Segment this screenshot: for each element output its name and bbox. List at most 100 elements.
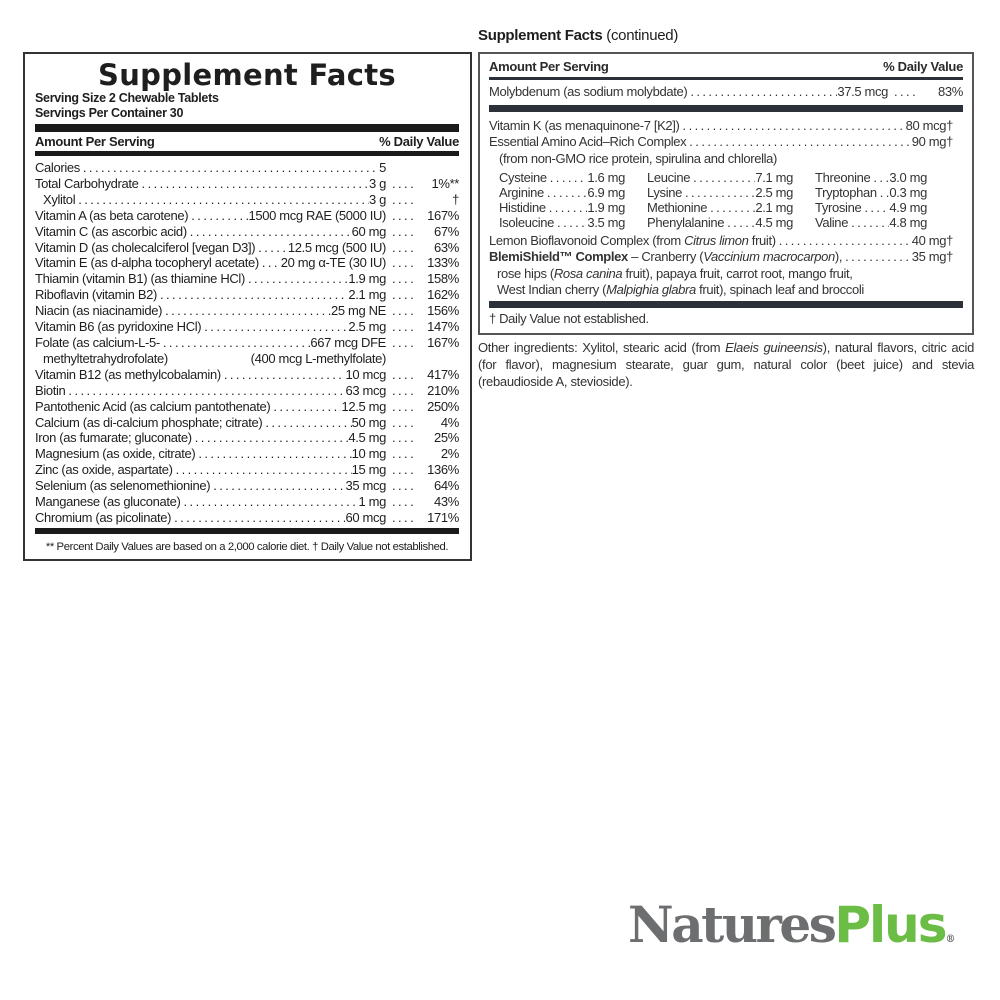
amino-acid-item: Valine 4.8 mg [815,215,965,230]
nutrient-label: Lemon Bioflavonoid Complex (from Citrus … [489,232,776,248]
footnote: ** Percent Daily Values are based on a 2… [45,540,449,553]
dot-leader [386,430,420,446]
dot-leader [386,494,420,510]
nutrient-label: methyltetrahydrofolate) [43,350,168,366]
dot-leader [386,399,420,415]
nutrient-dv: 136% [427,462,459,478]
nutrient-label: Vitamin B12 (as methylcobalamin) [35,366,221,382]
dot-leader [682,185,755,200]
nutrient-dv: 25% [434,430,459,446]
nutrient-row: Vitamin E (as d-alpha tocopheryl acetate… [35,255,459,271]
nutrient-row: Calories 5 [35,160,459,176]
amino-acid-item: Lysine 2.5 mg [647,185,815,200]
nutrient-dv: 250% [427,398,459,414]
dot-leader [386,462,420,478]
nutrient-row: Calcium (as di-calcium phosphate; citrat… [35,415,459,431]
nutrient-label: Xylitol [43,191,76,207]
nutrient-row-blemishield: BlemiShield™ Complex – Cranberry (Vaccin… [489,249,963,266]
nutrient-dv: † [452,191,459,207]
amino-acid-item: Leucine 7.1 mg [647,170,815,185]
amino-acid-amount: 1.9 mg [587,199,625,215]
dot-leader [160,335,310,351]
nutrient-dv: 64% [434,478,459,494]
amino-acid-amount: 6.9 mg [587,184,625,200]
amino-acid-item: Isoleucine 3.5 mg [499,215,647,230]
nutrient-row: Vitamin A (as beta carotene) 1500 mcg RAE… [35,208,459,224]
amino-acid-name: Tyrosine [815,199,862,215]
nutrient-label: Thiamin (vitamin B1) (as thiamine HCl) [35,271,245,287]
nutrient-amount: 20 mg α-TE (30 IU) [280,255,387,271]
nutrient-dv: 167% [427,334,459,350]
nutrient-amount: 60 mg [351,223,387,239]
nutrient-amount: 12.5 mg [341,398,386,414]
dot-leader [386,478,420,494]
dot-leader [386,240,420,256]
continued-title-suffix: (continued) [606,27,679,44]
nutrient-dv: 162% [427,287,459,303]
nutrient-label: Vitamin A (as beta carotene) [35,207,189,223]
nutrient-amount: 12.5 mcg (500 IU) [287,239,386,255]
dot-leader [386,367,420,383]
nutrient-dv: 133% [427,255,459,271]
nutrient-row: Magnesium (as oxide, citrate) 10 mg 2% [35,446,459,462]
dot-leader [386,255,420,271]
dot-leader [546,200,588,215]
nutrient-dv: 67% [434,223,459,239]
nutrient-label: Vitamin K (as menaquinone-7 [K2]) [489,117,680,133]
dot-leader [386,192,420,208]
amino-acid-name: Histidine [499,199,546,215]
dot-leader [386,208,420,224]
nutrient-amount: 2.1 mg [348,287,386,303]
divider [489,77,963,80]
dot-leader [877,185,890,200]
amino-acid-amount: 4.5 mg [755,214,793,230]
divider-thick [35,527,459,534]
nutrient-amount: 10 mcg [345,366,386,382]
nutrient-row: Pantothenic Acid (as calcium pantothenat… [35,399,459,415]
daily-value-header: % Daily Value [379,134,459,149]
dot-leader [888,84,922,101]
nutrient-label: Iron (as fumarate; gluconate) [35,430,192,446]
divider-thick [35,124,459,132]
nutrient-label: Vitamin E (as d-alpha tocopheryl acetate… [35,255,259,271]
nutrient-label: Magnesium (as oxide, citrate) [35,446,196,462]
dot-leader [386,335,420,351]
amino-acid-name: Tryptophan [815,184,877,200]
amino-acid-item: Tryptophan 0.3 mg [815,185,965,200]
amino-acid-name: Arginine [499,184,544,200]
amount-per-serving-header: Amount Per Serving [489,59,609,74]
nutrient-row: Vitamin B6 (as pyridoxine HCl) 2.5 mg 147% [35,319,459,335]
nutrient-label: Vitamin B6 (as pyridoxine HCl) [35,319,202,335]
dot-leader [210,478,345,494]
nutrient-amount: 90 mg† [911,134,954,149]
amino-acid-name: Valine [815,214,849,230]
dot-leader [707,200,755,215]
nutrient-label: Selenium (as selenomethionine) [35,478,211,494]
dot-leader [690,170,755,185]
nutrient-dv: 156% [427,303,459,319]
nutrient-row-molybdenum: Molybdenum (as sodium molybdate) 37.5 mc… [489,84,963,101]
nutrient-label: BlemiShield™ Complex – Cranberry (Vaccin… [489,249,843,264]
dot-leader [386,271,420,287]
nutrient-label: Niacin (as niacinamide) [35,303,163,319]
nutrient-row: Xylitol 3 g † [35,192,459,208]
dot-leader [544,185,587,200]
amino-acid-name: Isoleucine [499,214,555,230]
amino-acid-item: Tyrosine 4.9 mg [815,200,965,215]
nutrient-amount: (400 mcg L-methylfolate) [250,350,387,366]
amino-acid-item: Histidine 1.9 mg [499,200,647,215]
nutrient-label: Manganese (as gluconate) [35,494,181,510]
dot-leader [386,224,420,240]
continued-title-bold: Supplement Facts [478,27,603,44]
nutrient-row: Total Carbohydrate 3 g 1%** [35,176,459,192]
nutrient-row-continuation: methyltetrahydrofolate) (400 mcg L-methyl… [35,351,459,367]
dot-leader [255,240,288,256]
footnote: † Daily Value not established. [489,310,649,326]
nutrient-label: Calcium (as di-calcium phosphate; citrat… [35,414,263,430]
dot-leader [259,255,281,271]
amino-acid-amount: 1.6 mg [587,169,625,185]
nutrient-row: Riboflavin (vitamin B2) 2.1 mg 162% [35,287,459,303]
amino-acid-item: Cysteine 1.6 mg [499,170,647,185]
nutrient-amount: 35 mcg [345,478,386,494]
nutrient-row-amino-complex: Essential Amino Acid–Rich Complex 90 mg† [489,134,963,151]
